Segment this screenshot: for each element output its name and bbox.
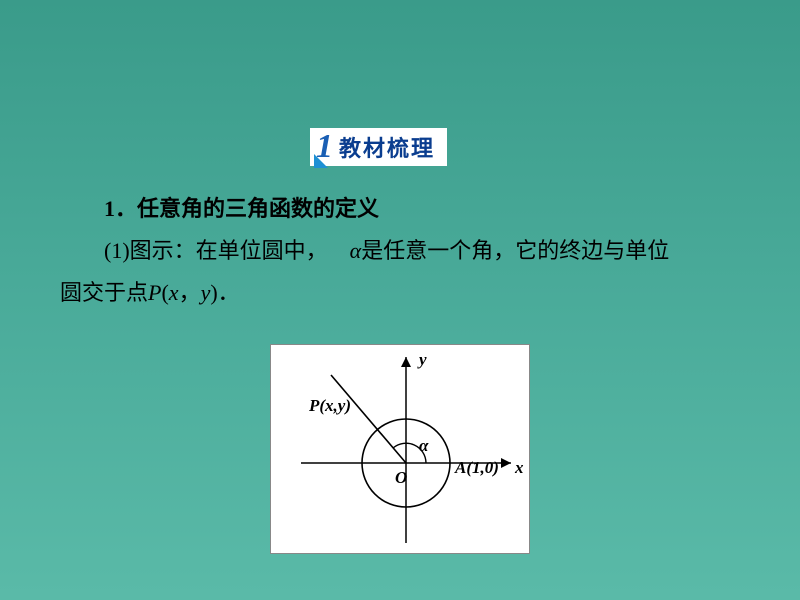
var-y: y xyxy=(201,280,211,305)
section-header: 1 教材梳理 xyxy=(310,128,447,166)
body-text: 1．任意角的三角函数的定义 (1)图示：在单位圆中， α是任意一个角，它的终边与… xyxy=(60,188,740,313)
diagram-svg: y x O α P(x,y) A(1,0) xyxy=(271,345,531,555)
header-corner-decoration xyxy=(314,154,328,168)
paragraph-line-2: 圆交于点P(x，y)． xyxy=(60,272,740,314)
label-alpha: α xyxy=(419,436,429,455)
label-origin: O xyxy=(395,468,407,487)
x-axis-arrow-icon xyxy=(501,458,511,468)
text-segment: (1)图示：在单位圆中， xyxy=(104,238,350,263)
heading-line: 1．任意角的三角函数的定义 xyxy=(60,188,740,230)
header-number-box: 1 xyxy=(316,130,339,164)
text-segment: ， xyxy=(179,280,201,305)
unit-circle-diagram: y x O α P(x,y) A(1,0) xyxy=(270,344,530,554)
text-segment: 圆交于点 xyxy=(60,280,148,305)
label-point-p: P(x,y) xyxy=(308,396,351,415)
paragraph-line-1: (1)图示：在单位圆中， α是任意一个角，它的终边与单位 xyxy=(60,230,740,272)
var-alpha: α xyxy=(350,238,362,263)
header-title: 教材梳理 xyxy=(339,131,435,163)
text-segment: 是任意一个角，它的终边与单位 xyxy=(361,238,669,263)
var-p: P xyxy=(148,280,161,305)
y-axis-arrow-icon xyxy=(401,357,411,367)
label-point-a: A(1,0) xyxy=(454,458,499,477)
text-segment: )． xyxy=(210,280,239,305)
label-y-axis: y xyxy=(417,350,427,369)
terminal-side-line xyxy=(331,375,406,463)
text-segment: ( xyxy=(161,280,168,305)
var-x: x xyxy=(169,280,179,305)
label-x-axis: x xyxy=(514,458,524,477)
